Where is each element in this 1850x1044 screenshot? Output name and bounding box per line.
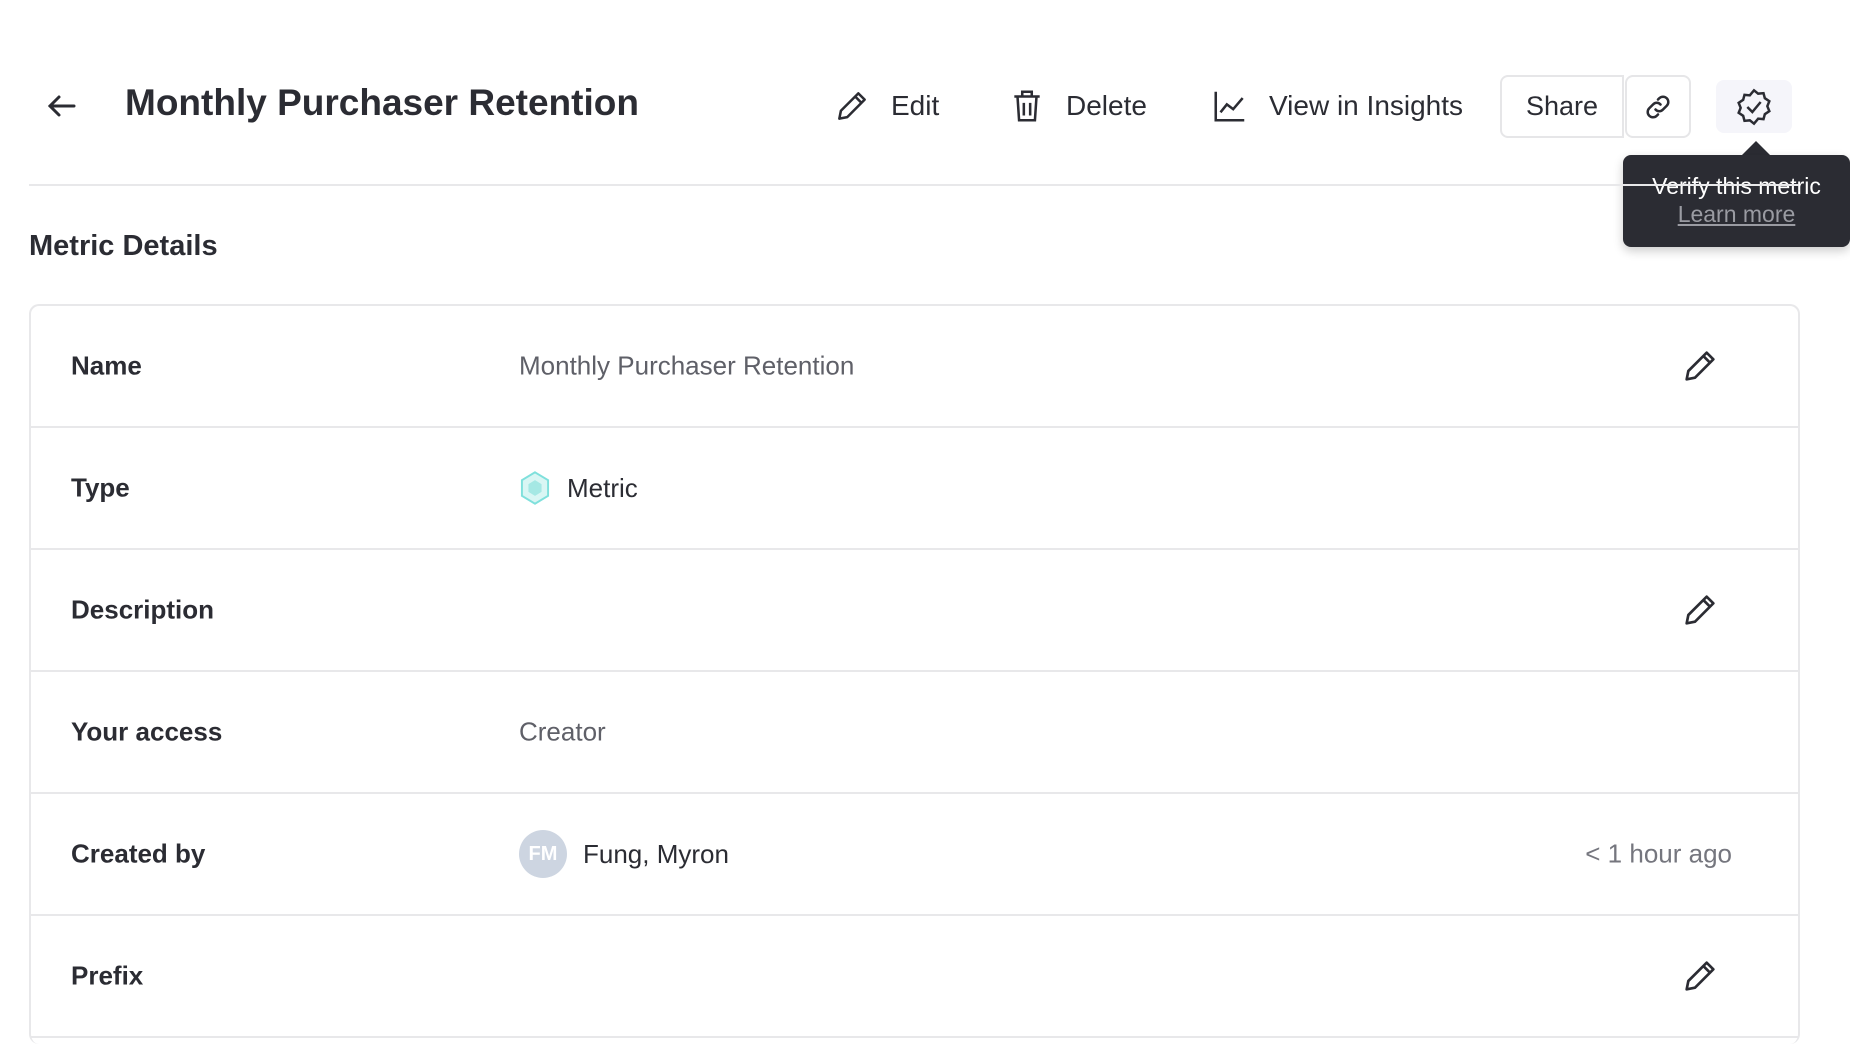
tooltip-arrow (1742, 141, 1770, 155)
insights-label: View in Insights (1269, 90, 1464, 121)
detail-row-access: Your access Creator (31, 672, 1798, 794)
back-arrow-icon[interactable] (44, 88, 80, 124)
edit-name-pencil-icon[interactable] (1680, 346, 1720, 386)
delete-button[interactable]: Delete (1008, 84, 1147, 128)
detail-row-name: Name Monthly Purchaser Retention (31, 306, 1798, 428)
edit-label: Edit (891, 90, 940, 121)
metric-hexagon-icon (520, 471, 550, 505)
detail-row-type: Type Metric (31, 428, 1798, 550)
detail-row-prefix: Prefix (31, 916, 1798, 1038)
row-label: Type (71, 472, 130, 503)
delete-label: Delete (1066, 90, 1147, 121)
row-label: Name (71, 350, 142, 381)
verify-tooltip: Verify this metric Learn more (1623, 155, 1850, 247)
pencil-icon (838, 92, 866, 120)
type-text: Metric (567, 472, 638, 503)
section-title: Metric Details (29, 230, 218, 262)
detail-row-created-by: Created by FM Fung, Myron < 1 hour ago (31, 794, 1798, 916)
access-value: Creator (519, 716, 606, 747)
edit-button[interactable]: Edit (833, 84, 939, 128)
copy-link-button[interactable] (1625, 75, 1691, 138)
trash-icon (1014, 90, 1040, 122)
page-title: Monthly Purchaser Retention (125, 82, 639, 123)
link-icon (1646, 94, 1670, 119)
creator-name: Fung, Myron (583, 838, 729, 869)
row-label: Created by (71, 838, 206, 869)
detail-row-description: Description (31, 550, 1798, 672)
creator-value: FM Fung, Myron (519, 830, 729, 878)
verify-metric-button[interactable] (1716, 80, 1792, 133)
type-value: Metric (519, 471, 638, 505)
edit-prefix-pencil-icon[interactable] (1680, 956, 1720, 996)
row-label: Your access (71, 716, 223, 747)
avatar: FM (519, 830, 567, 878)
created-timestamp: < 1 hour ago (1585, 838, 1732, 869)
edit-description-pencil-icon[interactable] (1680, 590, 1720, 630)
learn-more-link[interactable]: Learn more (1677, 201, 1796, 227)
row-label: Prefix (71, 960, 144, 991)
metric-details-card: Name Monthly Purchaser Retention Type Me… (29, 304, 1800, 1044)
tooltip-text: Verify this metric (1652, 173, 1821, 199)
header-divider (29, 184, 1799, 186)
view-in-insights-button[interactable]: View in Insights (1211, 84, 1463, 128)
verified-badge-icon (1737, 88, 1771, 125)
row-label: Description (71, 594, 215, 625)
share-button[interactable]: Share (1500, 75, 1624, 138)
name-value: Monthly Purchaser Retention (519, 350, 855, 381)
line-chart-icon (1214, 91, 1245, 122)
